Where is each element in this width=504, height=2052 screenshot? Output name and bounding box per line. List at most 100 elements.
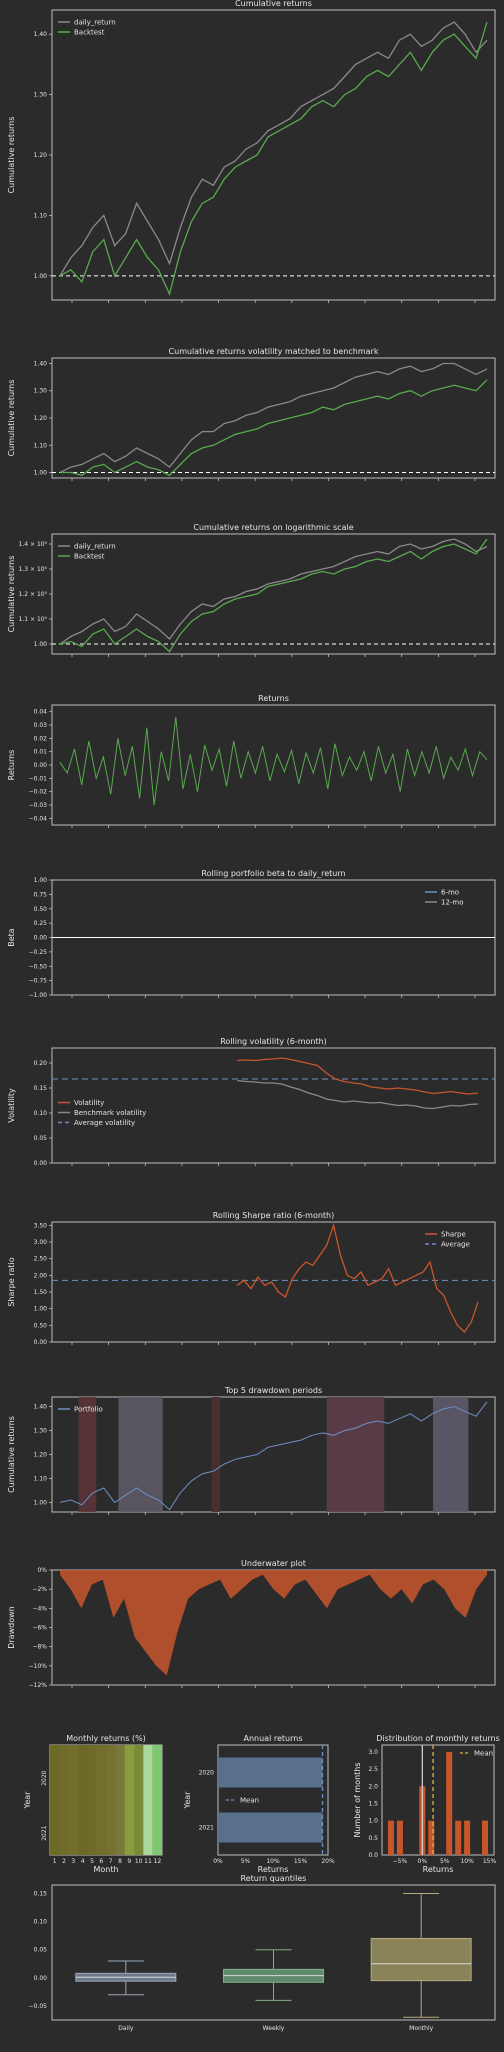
- chart-title-2: Cumulative returns on logarithmic scale: [193, 523, 353, 532]
- y-tick-label: 1.00: [34, 1306, 48, 1313]
- heatmap-cell: [68, 1800, 78, 1855]
- annual-ylabel: Year: [183, 1791, 192, 1810]
- quantile-y-tick: −0.05: [29, 2003, 48, 2010]
- histogram-bar: [482, 1820, 489, 1855]
- y-tick-label: 0.05: [34, 1135, 48, 1142]
- y-tick-label: 1.30: [34, 1428, 48, 1435]
- series-line-Backtest: [59, 21, 488, 296]
- heatmap-year-label: 2021: [41, 1825, 48, 1840]
- plot-area-6: [51, 1221, 496, 1343]
- y-axis-label-6: Sharpe ratio: [7, 1257, 16, 1306]
- heatmap-month-label: 11: [144, 1858, 152, 1865]
- y-axis-label-5: Volatility: [7, 1088, 16, 1123]
- y-axis-label-2: Cumulative returns: [7, 556, 16, 633]
- heatmap-cell: [50, 1800, 60, 1855]
- series-line-Benchmark volatility: [237, 1079, 479, 1110]
- y-tick-label: 0%: [37, 1567, 47, 1574]
- quantile-category-label: Monthly: [409, 2025, 433, 2032]
- heatmap-cell: [124, 1800, 134, 1855]
- chart-title-10: Annual returns: [244, 1734, 303, 1743]
- y-tick-label: 1.10: [34, 212, 48, 219]
- y-tick-label: 1.40: [34, 31, 48, 38]
- y-tick-label: 1.10: [34, 1475, 48, 1482]
- dist-y-tick: 3.0: [368, 1749, 378, 1756]
- heatmap-cell: [106, 1800, 116, 1855]
- chart-title-8: Underwater plot: [241, 1559, 306, 1568]
- y-axis-label-7: Cumulative returns: [7, 1416, 16, 1493]
- y-tick-label: −0.50: [29, 963, 48, 970]
- y-tick-label: −0.01: [29, 775, 48, 782]
- y-tick-label: 1.4 × 10⁰: [19, 541, 48, 548]
- series-line-daily_return: [59, 21, 488, 277]
- y-tick-label: 0.00: [34, 935, 48, 942]
- y-tick-label: 1.3 × 10⁰: [19, 566, 48, 573]
- dist-x-tick: 15%: [483, 1858, 497, 1865]
- legend-entry-4: 12-mo: [441, 899, 464, 907]
- y-tick-label: 0.00: [34, 1339, 48, 1346]
- y-tick-label: −4%: [32, 1605, 47, 1612]
- quantile-y-tick: 0.10: [34, 1919, 48, 1926]
- y-tick-label: 0.03: [34, 722, 48, 729]
- y-tick-label: 1.40: [34, 360, 48, 367]
- heatmap-month-label: 1: [53, 1858, 57, 1865]
- dist-x-tick: −5%: [393, 1858, 408, 1865]
- heatmap-cell: [152, 1800, 162, 1855]
- heatmap-month-label: 5: [90, 1858, 94, 1865]
- y-tick-label: 0.04: [34, 709, 48, 716]
- heatmap-month-label: 2: [62, 1858, 66, 1865]
- y-tick-label: 3.00: [34, 1239, 48, 1246]
- y-tick-label: 0.00: [34, 762, 48, 769]
- y-tick-label: 1.00: [34, 1499, 48, 1506]
- histogram-bar: [396, 1820, 403, 1855]
- y-tick-label: 1.40: [34, 1404, 48, 1411]
- y-tick-label: −10%: [29, 1663, 48, 1670]
- quantile-y-tick: 0.15: [34, 1890, 48, 1897]
- chart-title-4: Rolling portfolio beta to daily_return: [201, 869, 345, 878]
- chart-title-1: Cumulative returns volatility matched to…: [169, 347, 379, 356]
- dist-x-tick: 0%: [418, 1858, 428, 1865]
- quantile-category-label: Daily: [118, 2025, 134, 2032]
- legend-entry-0: daily_return: [74, 19, 116, 27]
- y-tick-label: −1.00: [29, 992, 48, 999]
- y-tick-label: 0.20: [34, 1060, 48, 1067]
- y-tick-label: 1.00: [34, 877, 48, 884]
- chart-title-12: Return quantiles: [241, 1874, 307, 1883]
- annual-year-label: 2021: [199, 1825, 214, 1832]
- heatmap-cell: [134, 1745, 144, 1800]
- dist-y-tick: 0.5: [368, 1835, 378, 1842]
- y-axis-label-1: Cumulative returns: [7, 380, 16, 457]
- annual-xlabel: Returns: [258, 1865, 289, 1874]
- heatmap-cell: [143, 1745, 153, 1800]
- heatmap-month-label: 3: [71, 1858, 75, 1865]
- histogram-bar: [387, 1820, 394, 1855]
- annual-return-bar: [218, 1812, 323, 1843]
- y-tick-label: 0.00: [34, 1160, 48, 1167]
- heatmap-cell: [50, 1745, 60, 1800]
- annual-x-tick: 20%: [321, 1858, 335, 1865]
- legend-entry-4: 6-mo: [441, 889, 459, 897]
- heatmap-month-label: 7: [109, 1858, 113, 1865]
- y-axis-label-8: Drawdown: [7, 1606, 16, 1648]
- box-body: [370, 1937, 472, 1982]
- heatmap-cell: [59, 1745, 69, 1800]
- y-tick-label: 3.50: [34, 1222, 48, 1229]
- heatmap-cell: [78, 1800, 88, 1855]
- dist-xlabel: Returns: [423, 1865, 454, 1874]
- heatmap-month-label: 6: [99, 1858, 103, 1865]
- histogram-bar: [464, 1820, 471, 1855]
- quantile-y-tick: 0.05: [34, 1947, 48, 1954]
- drawdown-period-1: [78, 1397, 97, 1512]
- y-tick-label: 0.75: [34, 891, 48, 898]
- histogram-bar: [455, 1820, 462, 1855]
- series-line-Backtest: [59, 538, 488, 653]
- annual-x-tick: 10%: [266, 1858, 280, 1865]
- heatmap-year-label: 2020: [41, 1770, 48, 1785]
- y-axis-label-4: Beta: [7, 928, 16, 947]
- dist-y-tick: 1.0: [368, 1818, 378, 1825]
- heatmap-month-label: 12: [154, 1858, 162, 1865]
- heatmap-cell: [134, 1800, 144, 1855]
- heatmap-cell: [124, 1745, 134, 1800]
- dist-x-tick: 5%: [440, 1858, 450, 1865]
- legend-entry-11: Mean: [474, 1750, 493, 1758]
- chart-title-3: Returns: [258, 694, 289, 703]
